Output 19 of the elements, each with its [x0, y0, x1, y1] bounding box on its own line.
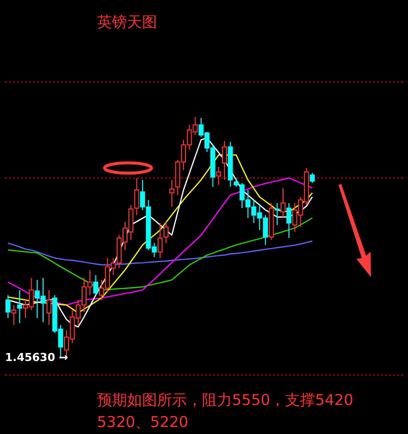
text: 预期如图所示，阻力5550，支撑5420	[97, 391, 354, 409]
candlestick	[134, 177, 140, 216]
candlestick	[11, 304, 16, 326]
chart-title: 英镑天图	[97, 13, 157, 31]
candlestick	[310, 172, 315, 184]
text: 5320、5220	[97, 413, 188, 431]
candlestick	[280, 188, 286, 218]
candlestick	[5, 294, 10, 319]
candlestick	[286, 202, 292, 238]
candlestick	[17, 290, 22, 324]
candlestick	[274, 202, 280, 226]
candlestick	[93, 274, 98, 296]
candlestick	[163, 222, 168, 244]
candlestick	[222, 140, 227, 180]
candlestick	[169, 179, 174, 208]
candlestick	[46, 290, 52, 326]
candlestick	[216, 166, 222, 186]
annotation: 1.45630 →	[5, 351, 68, 364]
candlestick	[158, 222, 163, 258]
